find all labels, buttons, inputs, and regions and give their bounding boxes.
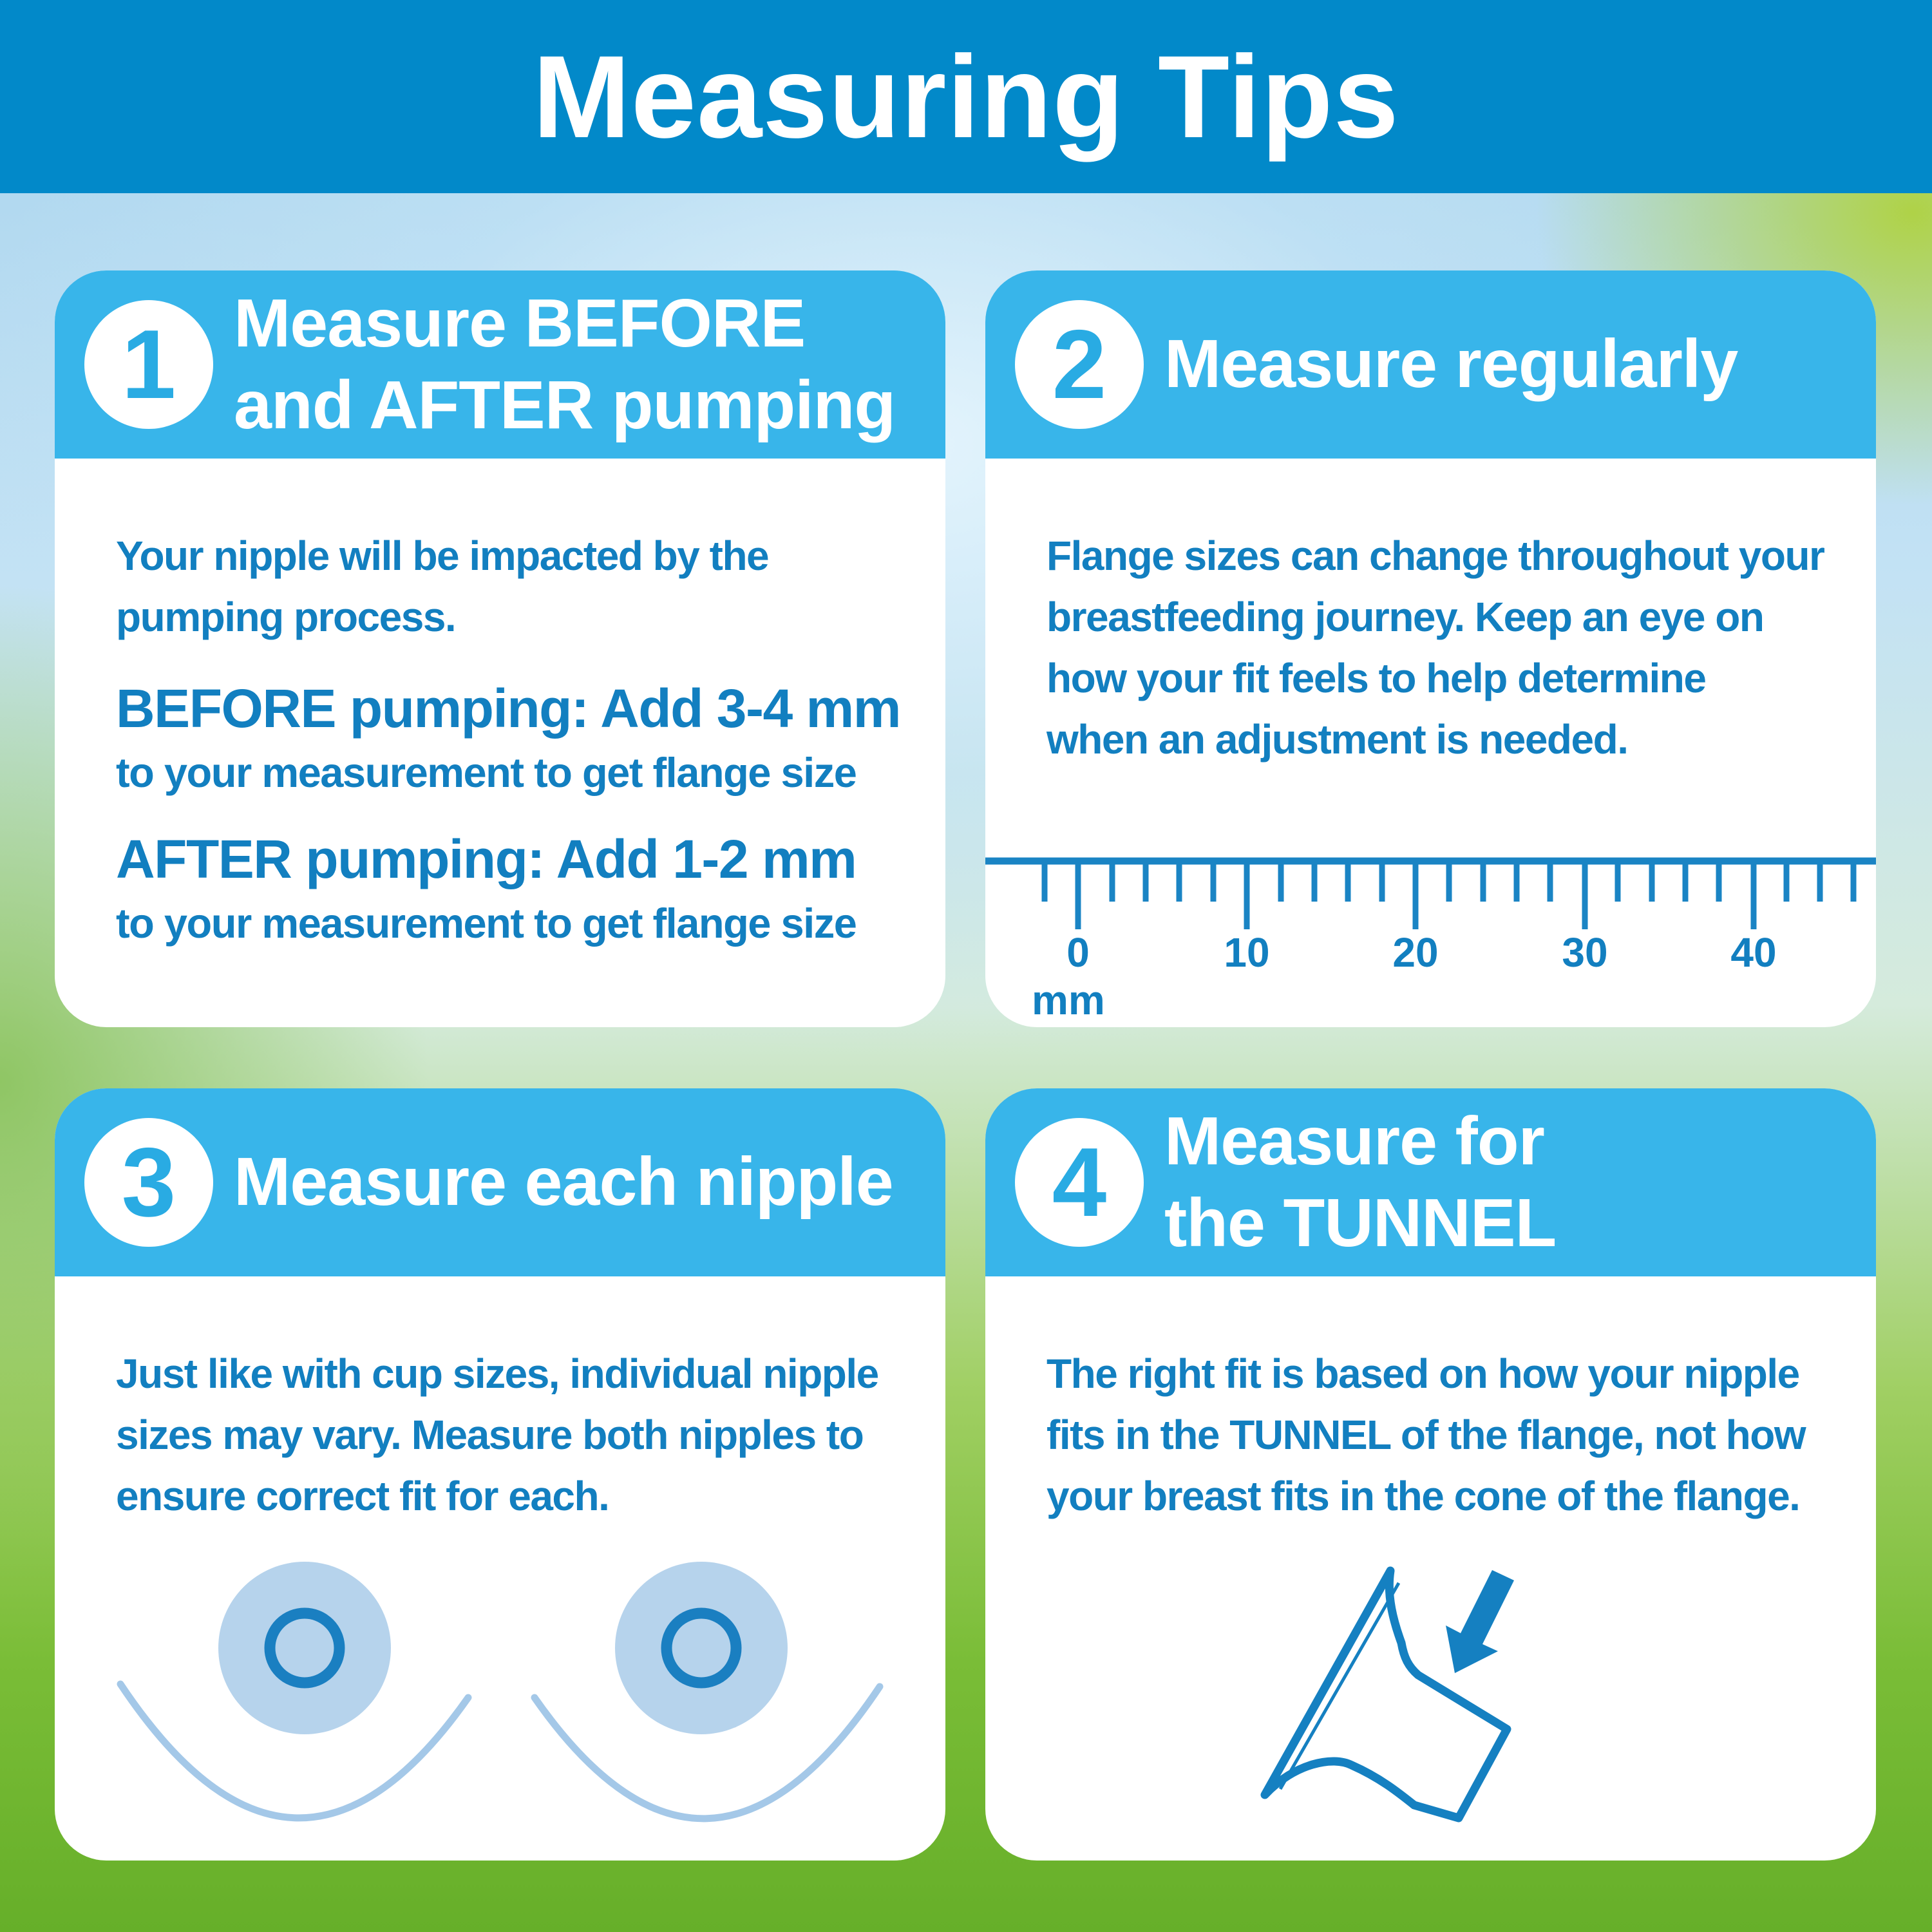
tip-card-3: 3 Measure each nipple Just like with cup… <box>55 1088 945 1861</box>
arrow-icon <box>1446 1570 1514 1673</box>
number-badge-4: 4 <box>1015 1118 1144 1247</box>
flange-outline-icon <box>1260 1566 1511 1823</box>
tip-card-1-header: 1 Measure BEFORE and AFTER pumping <box>55 270 945 459</box>
ruler-unit-label: mm <box>1032 977 1105 1023</box>
number-badge-1: 1 <box>84 300 213 429</box>
ruler-label-10: 10 <box>1224 929 1270 976</box>
breast-diagram-icon <box>117 1562 884 1823</box>
tip-card-1-paragraph: Your nipple will be impacted by the pump… <box>116 533 770 640</box>
ruler-label-30: 30 <box>1562 929 1608 976</box>
header-band: Measuring Tips <box>0 0 1932 193</box>
tip-card-3-header: 3 Measure each nipple <box>55 1088 945 1276</box>
tip-card-4: 4 Measure for the TUNNEL The right fit i… <box>985 1088 1876 1861</box>
breast-diagram-right <box>531 1562 884 1823</box>
tip-card-1-body: Your nipple will be impacted by the pump… <box>116 459 913 949</box>
breast-diagram-left <box>117 1562 472 1822</box>
ruler-label-20: 20 <box>1392 929 1439 976</box>
tip-card-3-body: Just like with cup sizes, individual nip… <box>116 1276 913 1527</box>
before-pumping-heading: BEFORE pumping: Add 3-4 mm <box>116 678 901 739</box>
ruler-graphic <box>985 857 1876 929</box>
tip-card-1: 1 Measure BEFORE and AFTER pumping Your … <box>55 270 945 1027</box>
badge-number: 4 <box>1052 1128 1107 1237</box>
ruler-label-0: 0 <box>1066 929 1090 976</box>
tip-card-2-title: Measure regularly <box>1164 326 1738 402</box>
after-pumping-heading: AFTER pumping: Add 1-2 mm <box>116 829 857 889</box>
number-badge-2: 2 <box>1015 300 1144 429</box>
tip-card-2: 2 Measure regularly Flange sizes can cha… <box>985 270 1876 1027</box>
tip-card-3-title: Measure each nipple <box>234 1144 894 1220</box>
flange-tunnel-icon <box>1260 1566 1514 1823</box>
tip-card-4-header: 4 Measure for the TUNNEL <box>985 1088 1876 1276</box>
tip-card-1-title: Measure BEFORE and AFTER pumping <box>234 285 896 443</box>
tip-card-3-paragraph: Just like with cup sizes, individual nip… <box>116 1350 879 1519</box>
badge-number: 1 <box>121 310 176 419</box>
tip-card-2-body: Flange sizes can change throughout your … <box>1046 459 1844 770</box>
after-pumping-subtext: to your measurement to get flange size <box>116 900 857 947</box>
tip-card-2-paragraph: Flange sizes can change throughout your … <box>1046 533 1825 762</box>
badge-number: 2 <box>1052 310 1107 419</box>
ruler-label-40: 40 <box>1730 929 1777 976</box>
tip-card-4-paragraph: The right fit is based on how your nippl… <box>1046 1350 1806 1519</box>
badge-number: 3 <box>121 1128 176 1237</box>
tip-card-4-body: The right fit is based on how your nippl… <box>1046 1276 1844 1527</box>
before-pumping-subtext: to your measurement to get flange size <box>116 749 857 796</box>
flange-rim-inner-line <box>1278 1582 1401 1790</box>
tip-card-2-header: 2 Measure regularly <box>985 270 1876 459</box>
tip-card-4-title: Measure for the TUNNEL <box>1164 1103 1557 1261</box>
page-title: Measuring Tips <box>533 31 1399 162</box>
number-badge-3: 3 <box>84 1118 213 1247</box>
ruler: 0 10 20 30 40 mm <box>985 857 1876 1027</box>
